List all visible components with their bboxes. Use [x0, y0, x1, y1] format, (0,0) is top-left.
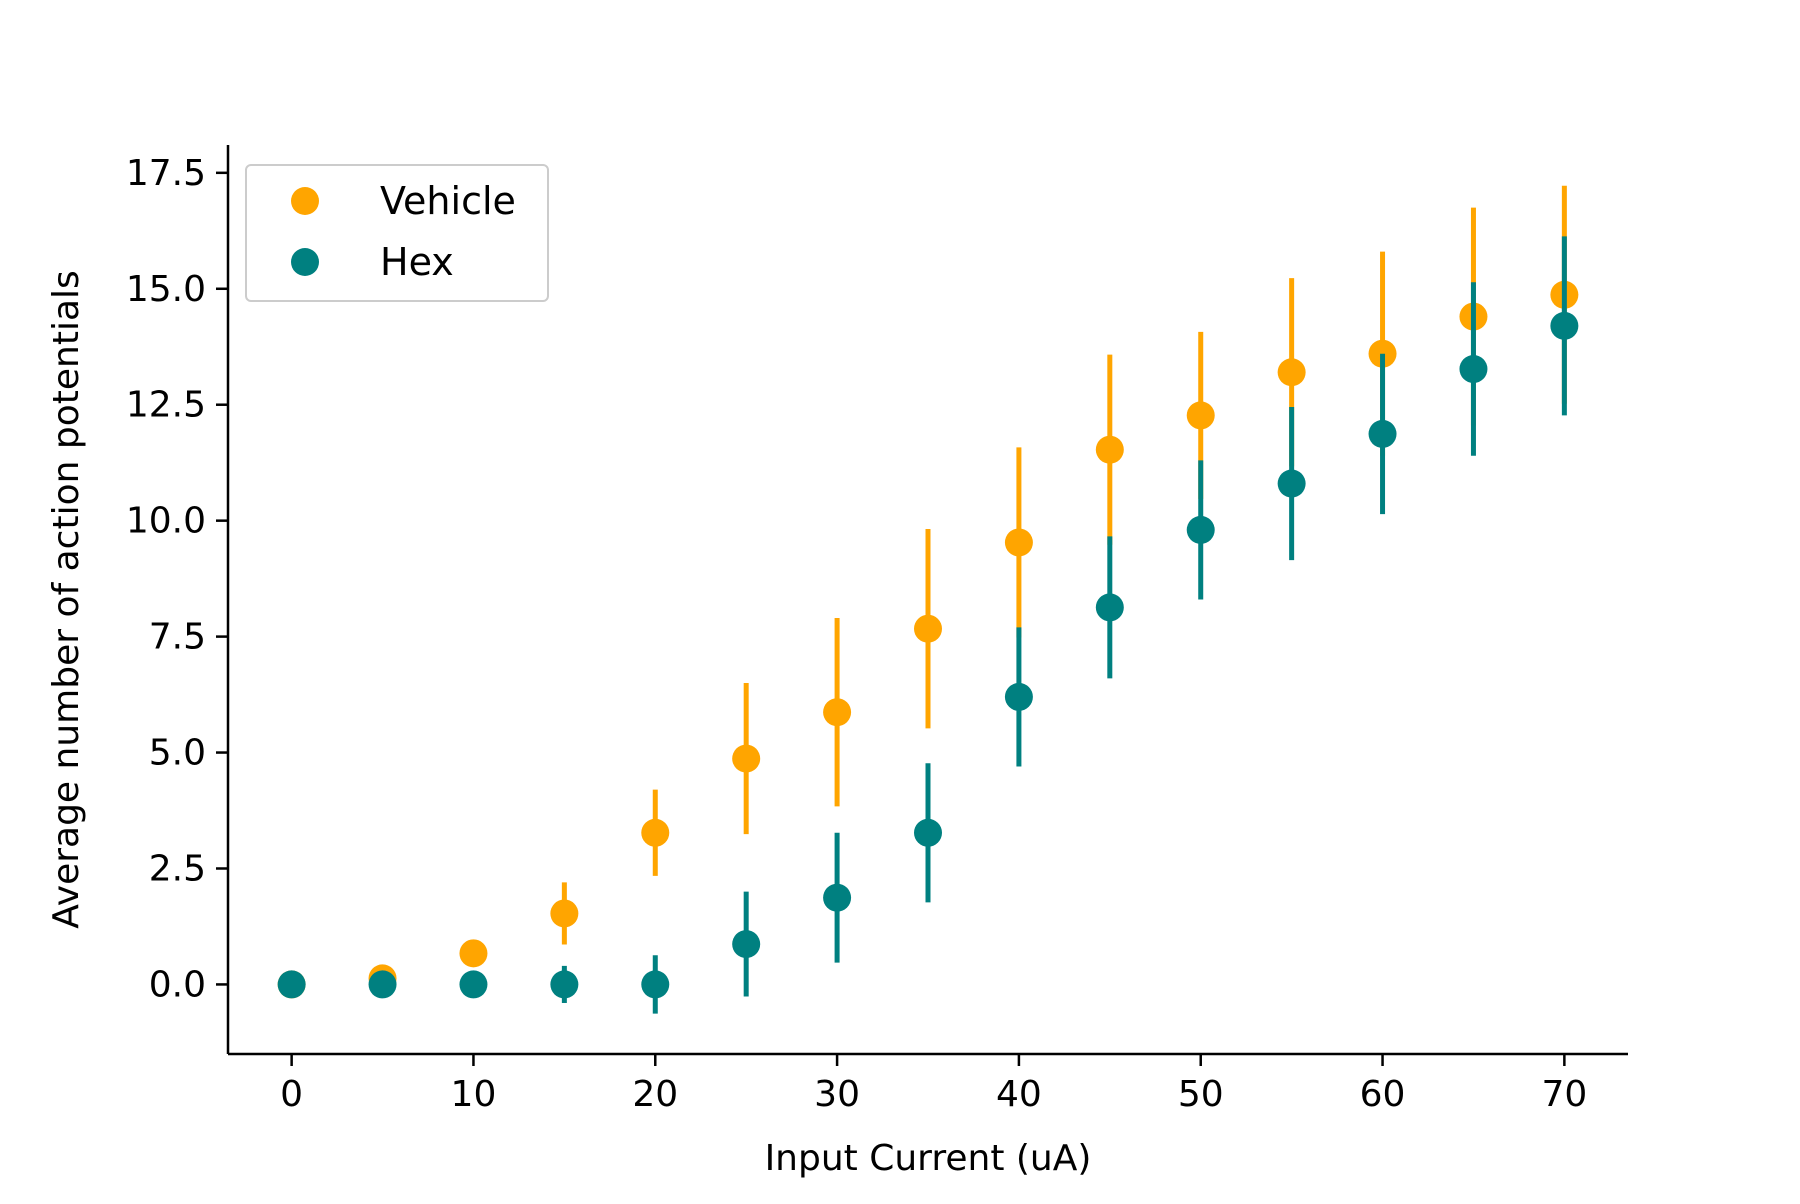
x-tick-label: 0 — [280, 1074, 303, 1115]
y-tick-label: 17.5 — [126, 153, 206, 194]
legend-box — [245, 164, 549, 302]
y-tick-label: 0.0 — [149, 964, 206, 1005]
data-point — [732, 744, 761, 773]
x-tick-label: 40 — [996, 1074, 1042, 1115]
data-point — [1277, 358, 1306, 387]
data-point — [1004, 528, 1033, 557]
x-tick-label: 10 — [451, 1074, 497, 1115]
data-point — [914, 614, 942, 643]
x-ticks: 0 10 20 30 40 50 60 70 — [280, 1054, 1587, 1115]
y-tick-label: 5.0 — [149, 733, 206, 774]
x-tick-label: 30 — [814, 1074, 860, 1115]
x-tick-label: 70 — [1541, 1074, 1587, 1115]
data-point — [1004, 682, 1033, 711]
axes: 0 10 20 30 40 50 60 70 0.0 2.5 5.0 7.5 10.0 12.5 15.0… — [46, 145, 1628, 1179]
data-point — [1095, 593, 1124, 622]
data-point — [459, 939, 488, 968]
data-point — [550, 970, 579, 999]
data-point — [277, 970, 306, 999]
y-ticks: 0.0 2.5 5.0 7.5 10.0 12.5 15.0 17.5 — [126, 153, 228, 1005]
data-point — [641, 818, 670, 847]
series-hex — [277, 236, 1579, 1014]
y-tick-label: 10.0 — [126, 501, 206, 542]
x-tick-label: 60 — [1360, 1074, 1406, 1115]
y-tick-label: 7.5 — [149, 617, 206, 658]
y-tick-label: 2.5 — [149, 848, 206, 889]
data-point — [1095, 435, 1124, 464]
legend-marker-vehicle — [291, 187, 319, 215]
data-point — [1459, 355, 1488, 384]
data-point — [1277, 469, 1306, 498]
data-point — [914, 818, 942, 847]
x-axis-label: Input Current (uA) — [765, 1138, 1092, 1179]
y-tick-label: 15.0 — [126, 269, 206, 310]
data-point — [1550, 311, 1579, 340]
data-point — [823, 883, 852, 912]
data-point — [1368, 419, 1397, 448]
legend-marker-hex — [291, 248, 319, 276]
legend-label-hex: Hex — [380, 240, 454, 284]
y-axis-label: Average number of action potentials — [46, 270, 87, 929]
x-tick-label: 50 — [1178, 1074, 1224, 1115]
legend-label-vehicle: Vehicle — [380, 179, 516, 223]
x-tick-label: 20 — [632, 1074, 678, 1115]
data-point — [732, 930, 761, 959]
data-point — [1186, 401, 1215, 430]
legend: Vehicle Hex — [245, 164, 549, 302]
series-layer — [277, 185, 1579, 1014]
data-point — [368, 970, 397, 999]
data-point — [550, 899, 579, 928]
data-point — [459, 970, 488, 999]
y-tick-label: 12.5 — [126, 385, 206, 426]
data-point — [1186, 515, 1215, 544]
data-point — [641, 970, 670, 999]
data-point — [823, 698, 852, 727]
